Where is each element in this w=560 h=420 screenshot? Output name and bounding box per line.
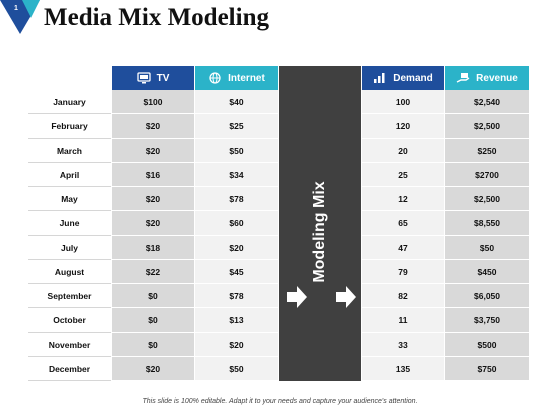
tv-cell: $22 <box>112 260 194 284</box>
revenue-cell: $8,550 <box>445 211 529 236</box>
internet-cell: $45 <box>195 260 278 284</box>
revenue-column: $2,540 $2,500 $250 $2700 $2,500 $8,550 $… <box>445 90 529 381</box>
tv-cell: $0 <box>112 284 194 309</box>
internet-cell: $13 <box>195 308 278 333</box>
slide-number: 1 <box>14 5 18 12</box>
modeling-mix-panel: Modeling Mix <box>279 66 361 381</box>
tv-cell: $20 <box>112 187 194 212</box>
table-row-month: May <box>28 187 111 212</box>
tv-cell: $0 <box>112 333 194 357</box>
revenue-cell: $250 <box>445 139 529 163</box>
demand-cell: 100 <box>362 90 444 115</box>
table-row-month: July <box>28 236 111 260</box>
internet-cell: $60 <box>195 211 278 236</box>
demand-header: Demand <box>362 66 444 90</box>
globe-icon <box>209 72 221 84</box>
demand-header-label: Demand <box>393 72 433 84</box>
demand-cell: 20 <box>362 139 444 163</box>
table-row-month: December <box>28 357 111 381</box>
internet-cell: $20 <box>195 236 278 260</box>
internet-cell: $34 <box>195 163 278 187</box>
table-row-month: September <box>28 284 111 309</box>
internet-header-label: Internet <box>228 72 265 84</box>
demand-cell: 12 <box>362 187 444 212</box>
internet-cell: $20 <box>195 333 278 357</box>
demand-cell: 65 <box>362 211 444 236</box>
demand-cell: 47 <box>362 236 444 260</box>
money-hand-icon <box>456 73 470 83</box>
demand-cell: 135 <box>362 357 444 381</box>
revenue-header-label: Revenue <box>476 72 518 84</box>
arrow-right-icon <box>336 286 356 308</box>
arrow-right-icon <box>287 286 307 308</box>
month-column: January February March April May June Ju… <box>28 90 111 381</box>
revenue-cell: $750 <box>445 357 529 381</box>
revenue-header: Revenue <box>445 66 529 90</box>
revenue-cell: $2700 <box>445 163 529 187</box>
table-row-month: October <box>28 308 111 333</box>
demand-column: 100 120 20 25 12 65 47 79 82 11 33 135 <box>362 90 444 381</box>
tv-cell: $20 <box>112 211 194 236</box>
table-row-month: November <box>28 333 111 357</box>
demand-cell: 120 <box>362 114 444 139</box>
tv-cell: $16 <box>112 163 194 187</box>
slide-number-badge <box>0 0 40 34</box>
revenue-cell: $2,540 <box>445 90 529 115</box>
table-row-month: March <box>28 139 111 163</box>
tv-header-label: TV <box>156 72 170 84</box>
modeling-mix-label: Modeling Mix <box>311 181 328 283</box>
demand-cell: 82 <box>362 284 444 309</box>
table-row-month: February <box>28 114 111 139</box>
internet-cell: $40 <box>195 90 278 115</box>
revenue-cell: $2,500 <box>445 187 529 212</box>
tv-cell: $18 <box>112 236 194 260</box>
table-row-month: January <box>28 90 111 115</box>
tv-cell: $20 <box>112 357 194 381</box>
internet-cell: $78 <box>195 284 278 309</box>
revenue-cell: $450 <box>445 260 529 284</box>
internet-cell: $25 <box>195 114 278 139</box>
tv-cell: $20 <box>112 114 194 139</box>
internet-header: Internet <box>195 66 278 90</box>
internet-cell: $50 <box>195 139 278 163</box>
internet-column: $40 $25 $50 $34 $78 $60 $20 $45 $78 $13 … <box>195 90 278 381</box>
tv-header: TV <box>112 66 194 90</box>
table-row-month: April <box>28 163 111 187</box>
revenue-cell: $2,500 <box>445 114 529 139</box>
tv-cell: $0 <box>112 308 194 333</box>
demand-cell: 79 <box>362 260 444 284</box>
tv-cell: $100 <box>112 90 194 115</box>
bar-chart-icon <box>374 73 385 83</box>
revenue-cell: $500 <box>445 333 529 357</box>
internet-cell: $78 <box>195 187 278 212</box>
tv-cell: $20 <box>112 139 194 163</box>
revenue-cell: $6,050 <box>445 284 529 309</box>
revenue-cell: $50 <box>445 236 529 260</box>
demand-cell: 11 <box>362 308 444 333</box>
table-row-month: August <box>28 260 111 284</box>
tv-icon <box>136 72 151 84</box>
demand-cell: 25 <box>362 163 444 187</box>
revenue-cell: $3,750 <box>445 308 529 333</box>
internet-cell: $50 <box>195 357 278 381</box>
demand-cell: 33 <box>362 333 444 357</box>
tv-column: $100 $20 $20 $16 $20 $20 $18 $22 $0 $0 $… <box>112 90 194 381</box>
footer-note: This slide is 100% editable. Adapt it to… <box>142 398 418 405</box>
table-row-month: June <box>28 211 111 236</box>
page-title: Media Mix Modeling <box>44 4 269 31</box>
